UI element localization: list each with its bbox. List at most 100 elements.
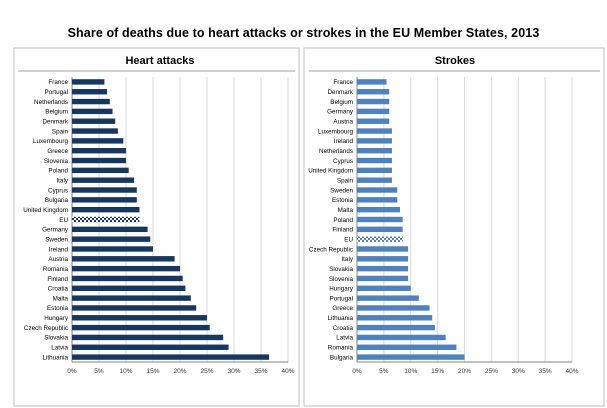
stroke-bar [357,246,409,252]
heart-category-label: Slovakia [44,335,68,342]
stroke-category-label: Hungary [329,286,354,293]
stroke-tick-label: 10% [404,368,417,375]
stroke-category-label: Belgium [330,99,353,106]
stroke-bar [357,148,392,154]
heart-bar [72,98,110,105]
heart-bar [72,305,197,311]
stroke-bar [357,187,398,193]
heart-category-label: Denmark [42,119,68,126]
stroke-bar [357,236,403,242]
heart-bar [72,89,108,95]
stroke-bar [357,167,392,174]
heart-category-label: Portugal [45,89,68,96]
heart-bar [72,108,113,115]
stroke-tick-label: 15% [431,368,444,375]
stroke-category-label: Latvia [336,335,353,342]
stroke-category-label: Germany [327,109,354,116]
heart-bar [72,315,207,321]
stroke-bar [357,275,409,282]
heart-bar [72,246,153,252]
heart-category-label: Italy [56,177,68,184]
stroke-bar [357,108,390,115]
heart-category-label: Slovenia [44,158,69,165]
heart-bar [72,354,270,360]
heart-category-label: Hungary [44,315,69,322]
stroke-category-label: Lithuania [327,315,353,322]
heart-category-label: Bulgaria [45,197,69,204]
stroke-category-label: Spain [337,177,354,184]
stroke-category-label: United Kingdom [308,168,353,175]
heart-category-label: France [48,79,68,86]
heart-bar [72,148,126,154]
heart-tick-label: 10% [119,368,132,375]
stroke-bar [357,305,430,311]
heart-bar [72,334,224,341]
stroke-bar [357,89,390,95]
stroke-bar [357,79,387,85]
heart-bar [72,79,105,85]
stroke-bar [357,265,409,272]
stroke-bar [357,197,398,203]
heart-bar [72,138,124,144]
stroke-category-label: Finland [332,227,353,234]
stroke-tick-label: 30% [512,368,525,375]
heart-category-label: Poland [48,168,68,175]
heart-category-label: Sweden [45,236,68,243]
heart-category-label: Cyprus [48,187,68,194]
stroke-bar [357,285,411,291]
stroke-tick-label: 25% [485,368,498,375]
stroke-category-label: Sweden [330,187,353,194]
stroke-bar [357,226,403,233]
stroke-bar [357,138,392,144]
heart-category-label: Greece [47,148,68,155]
heart-tick-label: 15% [146,368,159,375]
heart-category-label: Romania [43,266,69,273]
heart-attacks-chart: 0% 5% 10% 15% 20% 25% 30% 35% 40% France Portugal N… [23,77,295,375]
stroke-category-label: Greece [332,305,353,312]
stroke-bar [357,324,435,331]
page-title: Share of deaths due to heart attacks or … [67,26,540,40]
heart-tick-label: 25% [200,368,213,375]
stroke-bar [357,354,465,360]
stroke-category-label: Estonia [332,197,354,204]
heart-category-label: Netherlands [34,99,68,106]
stroke-category-label: Denmark [327,89,353,96]
stroke-bar [357,128,392,134]
stroke-category-label: Luxembourg [318,128,354,135]
stroke-category-label: Cyprus [333,158,353,165]
stroke-bar [357,118,390,124]
heart-tick-label: 40% [281,368,294,375]
heart-category-label: Luxembourg [33,138,69,145]
stroke-category-label: Croatia [333,325,354,332]
stroke-category-label: Malta [338,207,354,214]
stroke-panel-border [303,47,605,407]
heart-category-label: Croatia [48,286,69,293]
heart-bar [72,177,135,183]
heart-category-label: Germany [42,227,69,234]
heart-bar [72,197,137,203]
stroke-category-label: Czech Republic [309,246,353,253]
stroke-tick-label: 40% [565,368,578,375]
heart-tick-label: 20% [173,368,186,375]
stroke-category-label: Poland [333,217,353,224]
stroke-category-label: Ireland [334,138,354,145]
heart-bar [72,324,210,331]
stroke-category-label: Bulgaria [330,354,354,361]
strokes-chart: 0% 5% 10% 15% 20% 25% 30% 35% 40% France Denmark Be… [308,77,579,375]
heart-category-label: Lithuania [42,354,68,361]
stroke-category-label: Austria [333,119,353,126]
heart-category-label: Malta [53,295,69,302]
stroke-category-label: Portugal [330,295,353,302]
stroke-bar [357,177,392,183]
stroke-category-label: Netherlands [319,148,353,155]
heart-bar [72,157,126,164]
stroke-bar [357,206,400,213]
heart-category-label: United Kingdom [23,207,68,214]
stroke-panel-title: Strokes [435,55,475,67]
stroke-bar [357,295,419,301]
heart-tick-label: 5% [94,368,104,375]
stroke-tick-label: 0% [352,368,362,375]
heart-category-label: Latvia [51,345,68,352]
heart-tick-label: 35% [254,368,267,375]
stroke-bar [357,315,433,321]
